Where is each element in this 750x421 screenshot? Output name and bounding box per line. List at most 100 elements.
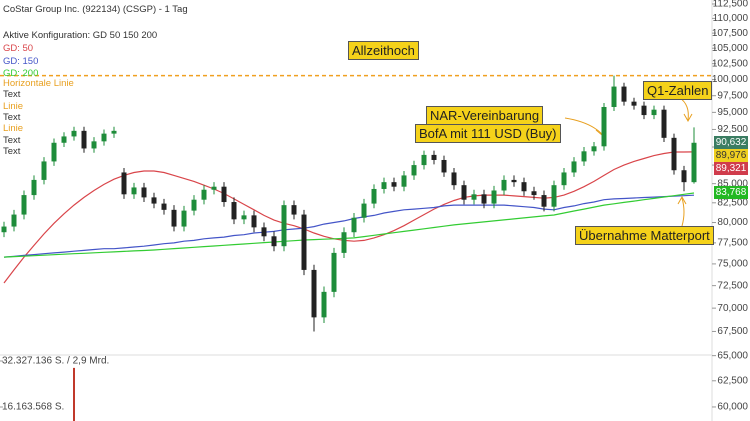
- candle-body: [691, 142, 697, 183]
- arrow-head: [677, 195, 687, 205]
- candle-body: [591, 146, 597, 152]
- volume-tick-label: 32.327.136 S. / 2,9 Mrd.: [2, 356, 109, 367]
- candle-body: [1, 226, 7, 233]
- candle-body: [661, 109, 667, 138]
- legend-entry: GD: 150: [3, 55, 39, 67]
- candle-body: [461, 185, 467, 200]
- y-tick-label: 92,500: [717, 124, 748, 135]
- candle-body: [191, 199, 197, 211]
- candle-body: [391, 182, 397, 187]
- y-tick-label: 107,500: [712, 28, 749, 39]
- y-tick-label: 77,500: [717, 238, 748, 249]
- candle-body: [101, 133, 107, 142]
- candle-body: [681, 170, 687, 183]
- candle-body: [431, 154, 437, 160]
- legend-entry: GD: 50: [3, 43, 34, 54]
- legend-entry: Horizontale Linie: [3, 78, 74, 89]
- volume-bar: [73, 367, 75, 421]
- price-tag: 89,976: [714, 148, 748, 162]
- candle-body: [651, 109, 657, 116]
- annotation: Allzeithoch: [348, 41, 419, 60]
- y-tick-label: 67,500: [717, 326, 748, 337]
- candle-body: [41, 161, 47, 180]
- candle-body: [451, 172, 457, 186]
- y-tick-label: 100,000: [712, 74, 749, 85]
- legend-entry: Linie: [3, 100, 24, 112]
- candle-body: [61, 136, 67, 143]
- candle-body: [571, 161, 577, 173]
- arrow-head: [683, 113, 693, 123]
- candle-body: [181, 210, 187, 227]
- candle-body: [611, 86, 617, 107]
- legend-entry: Text: [3, 89, 21, 101]
- legend-entry: Text: [3, 111, 21, 123]
- y-tick-label: 85,000: [717, 178, 748, 189]
- candle-body: [201, 189, 207, 200]
- candle-body: [281, 205, 287, 247]
- candle-body: [91, 141, 97, 149]
- y-tick-label: 65,000: [717, 350, 748, 361]
- candle-body: [141, 187, 147, 198]
- candle-body: [111, 130, 117, 134]
- legend-entry: GD: 200: [3, 68, 39, 79]
- arrow: [679, 97, 689, 121]
- y-tick-label: 60,000: [717, 402, 748, 413]
- candle-body: [271, 236, 277, 247]
- candle-body: [291, 205, 297, 215]
- candle-body: [671, 137, 677, 171]
- y-tick-label: 105,000: [712, 43, 749, 54]
- candle-body: [541, 195, 547, 207]
- chart-subtitle: Aktive Konfiguration: GD 50 150 200: [3, 30, 158, 41]
- y-tick-label: 95,000: [717, 107, 748, 118]
- candle-body: [321, 291, 327, 318]
- candle-body: [491, 190, 497, 204]
- candle-body: [521, 182, 527, 192]
- candle-body: [511, 179, 517, 183]
- y-tick-label: 112,500: [713, 0, 749, 10]
- candle-body: [531, 191, 537, 196]
- candle-body: [351, 217, 357, 233]
- candle-body: [371, 188, 377, 204]
- candle-body: [401, 175, 407, 187]
- candle-body: [411, 165, 417, 176]
- candle-body: [471, 194, 477, 200]
- candle-body: [641, 105, 647, 116]
- candle-body: [561, 172, 567, 186]
- candle-body: [51, 142, 57, 162]
- candle-body: [311, 269, 317, 318]
- candle-body: [21, 195, 27, 215]
- legend-entry: Text: [3, 145, 21, 157]
- ma-line: [3, 151, 695, 284]
- candle-body: [151, 197, 157, 204]
- y-tick-label: 75,000: [717, 259, 748, 270]
- price-tag: 90,632: [714, 135, 748, 149]
- y-tick-label: 97,500: [717, 90, 748, 101]
- candle-body: [631, 101, 637, 106]
- legend-entry: Text: [3, 134, 21, 146]
- legend-entry: Linie: [3, 123, 24, 135]
- annotation: Übernahme Matterport: [575, 226, 714, 245]
- ma-line: [3, 194, 695, 258]
- y-tick-label: 72,500: [717, 280, 748, 291]
- arrow: [564, 117, 603, 135]
- y-tick-label: 70,000: [717, 303, 748, 314]
- annotation: NAR-Vereinbarung: [426, 106, 544, 125]
- candle-body: [621, 86, 627, 102]
- candle-body: [261, 227, 267, 237]
- y-tick-label: 62,500: [717, 375, 748, 386]
- candle-body: [251, 215, 257, 228]
- volume-tick-label: 16.163.568 S.: [2, 402, 64, 413]
- candle-body: [131, 187, 137, 195]
- y-tick-label: 102,500: [712, 58, 749, 69]
- price-tag: 83,768: [714, 186, 748, 200]
- candle-body: [441, 159, 447, 173]
- candle-body: [341, 232, 347, 253]
- y-tick-label: 82,500: [717, 197, 748, 208]
- candle-body: [221, 186, 227, 203]
- ma-line: [3, 192, 695, 258]
- candle-body: [481, 194, 487, 204]
- candle-body: [71, 130, 77, 137]
- candle-body: [241, 215, 247, 220]
- candle-body: [601, 106, 607, 147]
